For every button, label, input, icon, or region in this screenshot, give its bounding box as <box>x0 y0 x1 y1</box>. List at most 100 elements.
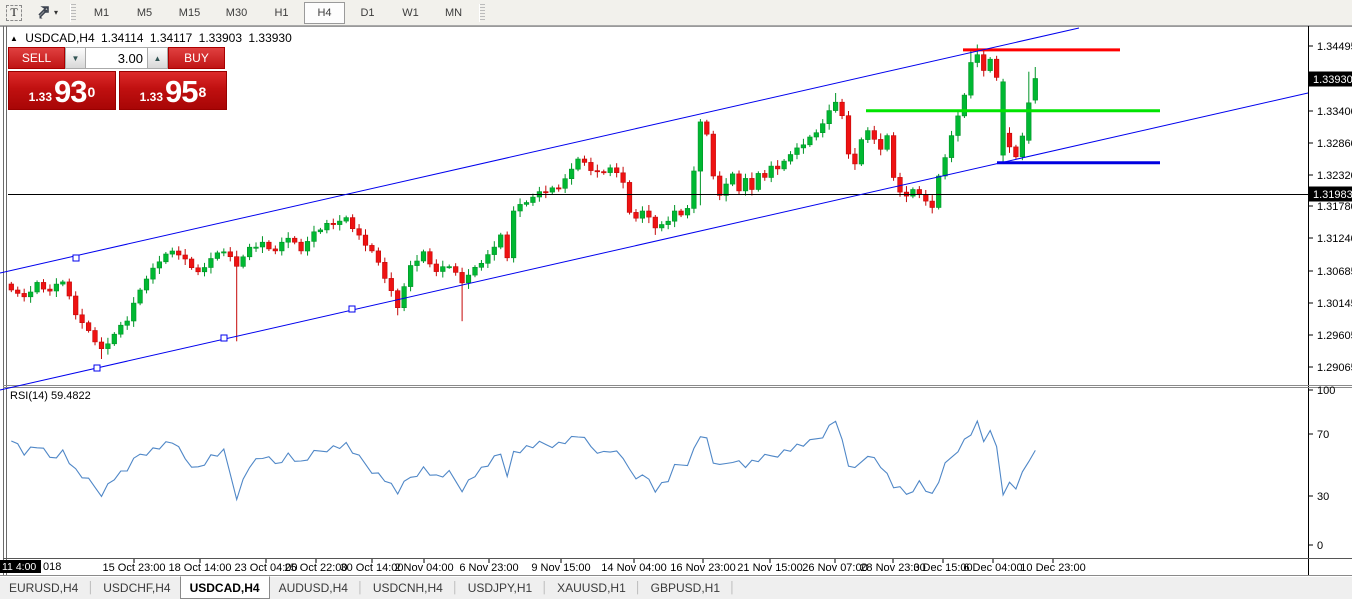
time-tick-label: 6 Nov 23:00 <box>459 562 518 574</box>
price-tick-label: 1.31780 <box>1317 201 1352 213</box>
price-tick-label: 1.33400 <box>1317 106 1352 118</box>
text-tool-button[interactable]: T <box>1 2 27 24</box>
tab-separator: │ <box>356 582 364 594</box>
channel-anchor-point[interactable] <box>93 364 101 372</box>
rsi-line <box>11 419 1036 502</box>
tab-audusd-h4[interactable]: AUDUSD,H4 <box>278 581 348 595</box>
tab-usdcnh-h4[interactable]: USDCNH,H4 <box>372 581 443 595</box>
tf-button-m15[interactable]: M15 <box>167 2 212 24</box>
tf-label: M5 <box>136 6 153 19</box>
tf-label: W1 <box>402 6 419 19</box>
tab-separator: │ <box>87 582 95 594</box>
collapse-trade-panel-icon[interactable]: ▲ <box>10 34 18 43</box>
tab-separator: │ <box>634 582 642 594</box>
time-axis[interactable] <box>133 559 1054 563</box>
price-tick-label: 1.29605 <box>1317 330 1352 342</box>
rsi-indicator-label: RSI(14) 59.4822 <box>10 390 91 402</box>
price-badge <box>1309 71 1352 87</box>
time-tick-label: 21 Nov 15:00 <box>737 562 802 574</box>
volume-input[interactable] <box>86 47 147 69</box>
chart-symbol-period: USDCAD,H4 <box>25 31 95 45</box>
price-badge-label: 1.33930 <box>1313 74 1352 86</box>
spinner-down-icon: ▼ <box>71 53 80 63</box>
price-tick-label: 1.30685 <box>1317 266 1352 278</box>
time-tick-label: 18 Oct 14:00 <box>169 562 232 574</box>
rsi-tick-label: 0 <box>1317 540 1323 552</box>
tf-button-m5[interactable]: M5 <box>124 2 165 24</box>
price-badge <box>1309 186 1352 202</box>
buy-price-prefix: 1.33 <box>139 90 164 104</box>
price-tick-label: 1.34495 <box>1317 41 1352 53</box>
tab-usdcad-h4[interactable]: USDCAD,H4 <box>179 575 270 599</box>
tab-separator: │ <box>451 582 459 594</box>
one-click-trading-panel: SELL ▼ ▲ BUY 1.33 93 0 1.33 95 8 <box>8 47 229 110</box>
sell-button[interactable]: SELL <box>8 47 65 69</box>
tf-button-w1[interactable]: W1 <box>390 2 431 24</box>
rsi-tick-label: 70 <box>1317 429 1329 441</box>
price-tick-label: 1.32320 <box>1317 170 1352 182</box>
buy-price-panel[interactable]: 1.33 95 8 <box>119 71 227 110</box>
chart-tab-bar: EURUSD,H4 │ USDCHF,H4 USDCAD,H4 AUDUSD,H… <box>0 575 1352 599</box>
buy-price-big: 95 <box>165 74 198 109</box>
toolbar-grip[interactable] <box>70 3 76 22</box>
channel-lower-line[interactable] <box>0 92 1309 391</box>
ohlc-low: 1.33903 <box>198 31 243 45</box>
tf-button-m30[interactable]: M30 <box>214 2 259 24</box>
time-tick-label: 28 Nov 23:00 <box>860 562 925 574</box>
tab-usdchf-h4[interactable]: USDCHF,H4 <box>103 581 171 595</box>
channel-anchor-point[interactable] <box>348 305 356 313</box>
time-tick-label: 14 Nov 04:00 <box>601 562 666 574</box>
tab-xauusd-h1[interactable]: XAUUSD,H1 <box>557 581 626 595</box>
ohlc-close: 1.33930 <box>248 31 292 45</box>
price-badge-label: 1.31983 <box>1313 189 1352 201</box>
time-tick-label: 23 Oct 04:00 <box>235 562 298 574</box>
tf-button-h4[interactable]: H4 <box>304 1 345 24</box>
price-tick-label: 1.31240 <box>1317 233 1352 245</box>
time-tick-label: 3 Dec 15:00 <box>913 562 972 574</box>
rsi-tick-label: 100 <box>1317 385 1335 397</box>
tf-label: M30 <box>225 6 248 19</box>
rsi-tick-label: 30 <box>1317 491 1329 503</box>
time-tick-label: 30 Oct 14:00 <box>341 562 404 574</box>
time-badge <box>0 560 41 573</box>
channel-upper-line[interactable] <box>0 27 1080 274</box>
tab-separator: │ <box>541 582 549 594</box>
volume-increase-button[interactable]: ▲ <box>147 47 168 69</box>
tab-eurusd-h4[interactable]: EURUSD,H4 <box>9 581 79 595</box>
spinner-up-icon: ▲ <box>153 53 162 63</box>
tf-button-h1[interactable]: H1 <box>261 2 302 24</box>
tab-usdjpy-h1[interactable]: USDJPY,H1 <box>467 581 533 595</box>
top-toolbar: T ▾ M1 M5 M15 M30 H1 H4 D1 W1 MN <box>0 0 1352 26</box>
channel-anchor-point[interactable] <box>72 254 80 262</box>
tf-button-m1[interactable]: M1 <box>81 2 122 24</box>
tf-button-d1[interactable]: D1 <box>347 2 388 24</box>
candlestick-series <box>8 44 1038 359</box>
sell-price-prefix: 1.33 <box>28 90 53 104</box>
volume-decrease-button[interactable]: ▼ <box>65 47 86 69</box>
tf-button-mn[interactable]: MN <box>433 2 474 24</box>
price-axis[interactable] <box>1308 45 1313 546</box>
toolbar-grip[interactable] <box>479 3 485 22</box>
price-tick-label: 1.29065 <box>1317 362 1352 374</box>
sell-price-sup: 0 <box>87 84 96 100</box>
buy-button[interactable]: BUY <box>168 47 225 69</box>
time-tick-label: 26 Nov 07:00 <box>802 562 867 574</box>
price-tick-label: 1.32860 <box>1317 138 1352 150</box>
tf-label: M1 <box>93 6 110 19</box>
tf-label: H4 <box>317 6 332 19</box>
tf-label: D1 <box>360 6 375 19</box>
tab-gbpusd-h1[interactable]: GBPUSD,H1 <box>650 581 720 595</box>
time-label-partial: 018 <box>43 561 61 573</box>
channel-anchor-point[interactable] <box>220 334 228 342</box>
text-tool-icon: T <box>6 4 22 21</box>
arrange-arrows-button[interactable]: ▾ <box>29 2 65 24</box>
price-tick-label: 1.30145 <box>1317 298 1352 310</box>
time-tick-label: 16 Nov 23:00 <box>670 562 735 574</box>
tf-label: M15 <box>178 6 201 19</box>
buy-button-label: BUY <box>184 51 209 65</box>
tf-label: H1 <box>274 6 289 19</box>
time-badge-label: 11 4:00 <box>2 561 36 573</box>
sell-price-panel[interactable]: 1.33 93 0 <box>8 71 116 110</box>
